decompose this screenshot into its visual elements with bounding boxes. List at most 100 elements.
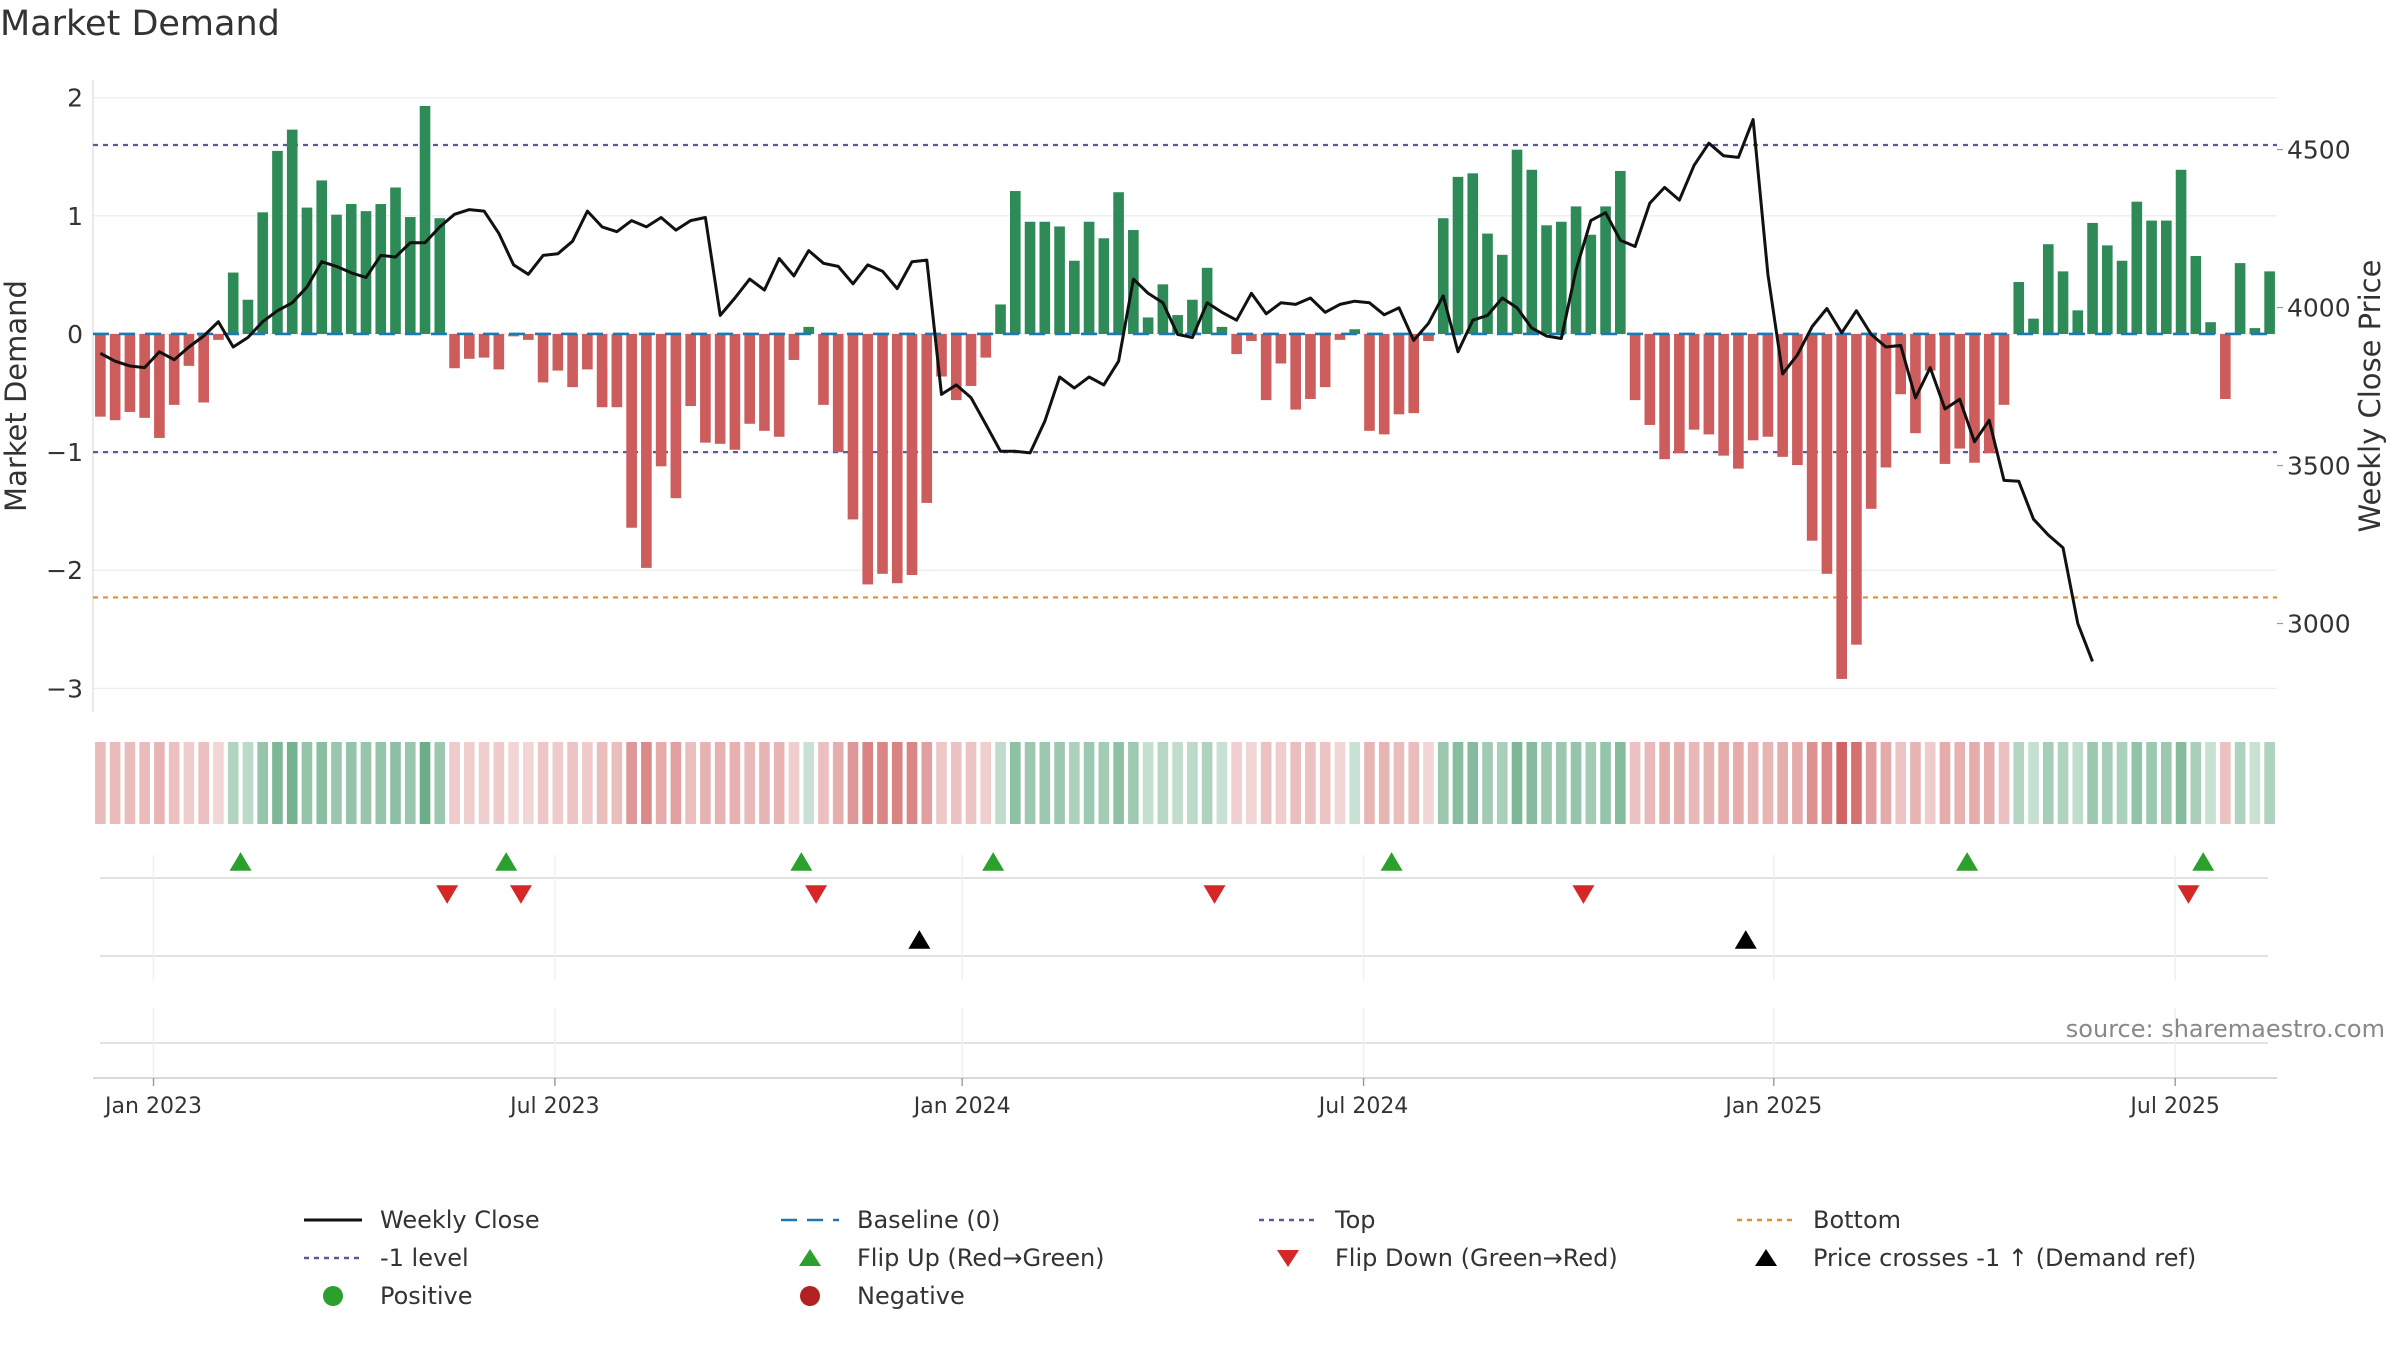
demand-bar [567,333,578,388]
demand-bar [1688,333,1700,430]
demand-bar [2013,282,2025,334]
heat-strip-cell [345,742,357,824]
demand-bar [641,333,652,568]
demand-bar [301,207,313,334]
demand-bar [1659,333,1670,460]
flip-down-marker [1572,885,1595,904]
heat-strip-cell [2205,742,2216,824]
heat-strip-cell [567,742,578,824]
legend-item-top: Top [1255,1205,1376,1235]
x-tick-label: Jul 2025 [2128,1094,2220,1119]
heat-strip-cell [729,742,741,824]
heat-strip-cell [1408,742,1420,824]
heat-strip-cell [2175,742,2187,824]
y2-tick-label: 3500 [2287,452,2351,481]
demand-bar [2190,256,2202,334]
legend-swatch-flip_up [777,1243,843,1273]
heat-strip-cell [1511,742,1523,824]
heat-strip-cell [2190,742,2202,824]
demand-bar [2234,263,2246,334]
heat-strip-cell [242,742,254,824]
demand-bar [1142,317,1154,334]
heat-strip-cell [537,742,549,824]
demand-bar [906,333,918,575]
demand-bar [1452,176,1464,334]
heat-strip-cell [1378,742,1390,824]
weekly-close-line [99,118,2094,662]
demand-bar [1393,333,1405,415]
x-tick-label: Jul 2023 [508,1094,600,1119]
demand-bar [1644,333,1656,425]
heat-strip-cell [1910,742,1921,824]
heat-strip-cell [1821,742,1833,824]
heat-strip-cell [1836,742,1847,824]
heat-strip-cell [1924,742,1936,824]
heat-strip-cell [2249,742,2261,824]
heat-strip-cell [390,742,401,824]
x-tick-label: Jan 2025 [1723,1094,1822,1119]
demand-bar [818,333,829,405]
demand-bar [1600,206,1611,334]
heat-strip-cell [1069,742,1080,824]
demand-bar [1423,333,1434,342]
heat-strip-cell [2042,742,2054,824]
legend-label: Weekly Close [380,1206,540,1234]
heat-strip-cell [1423,742,1434,824]
legend-swatch-top [1255,1205,1321,1235]
heat-strip-cell [109,742,121,824]
demand-bar [1541,225,1552,334]
demand-bar [331,214,342,334]
heat-strip-cell [1290,742,1301,824]
legend-swatch-flip_down [1255,1243,1321,1273]
heat-strip-cell [1496,742,1508,824]
demand-bar [700,333,711,443]
heat-strip-cell [980,742,992,824]
legend-item-baseline: Baseline (0) [777,1205,1000,1235]
y2-axis-label: Weekly Close Price [2353,260,2387,533]
demand-bar [1172,315,1183,334]
demand-bar [463,333,475,359]
heat-strip-cell [1024,742,1036,824]
heat-strip-cell [1895,742,1907,824]
heat-strip-cell [168,742,180,824]
demand-bar [744,333,755,424]
demand-bar [1703,333,1715,435]
x-tick-label: Jul 2024 [1317,1094,1409,1119]
demand-bar [611,333,623,408]
demand-bar [729,333,741,450]
heat-strip-cell [1113,742,1124,824]
demand-bar [1305,333,1316,399]
y-tick-label: −2 [46,556,83,585]
demand-bar [1275,333,1287,364]
flip-up-marker [2192,852,2215,871]
heat-strip-cell [1806,742,1818,824]
demand-bar [434,218,446,334]
y-axis-label: Market Demand [0,280,33,512]
demand-bar [714,333,726,444]
heat-strip-cell [1703,742,1715,824]
demand-bar [1777,333,1788,457]
heat-strip-cell [1851,742,1862,824]
demand-bar [1555,221,1567,334]
heat-strip-cell [1305,742,1316,824]
legend-label: -1 level [380,1244,469,1272]
heat-strip-cell [1231,742,1242,824]
demand-bar [419,105,431,334]
demand-bar [1319,333,1331,388]
demand-bar [670,333,682,499]
heat-strip-cell [1585,742,1597,824]
heat-strip-cell [2101,742,2113,824]
heat-strip-cell [1629,742,1641,824]
demand-bar [1983,333,1995,454]
heat-strip-cell [862,742,874,824]
demand-bar [1334,333,1346,340]
heat-strip-cell [1260,742,1272,824]
heat-strip-cell [2161,742,2172,824]
legend-label: Top [1335,1206,1376,1234]
demand-bar [1378,333,1390,435]
heat-strip-cell [1983,742,1995,824]
demand-bar [2131,201,2143,334]
heat-strip-cell [847,742,859,824]
legend-swatch-cross [1733,1243,1799,1273]
heat-strip-cell [2028,742,2039,824]
